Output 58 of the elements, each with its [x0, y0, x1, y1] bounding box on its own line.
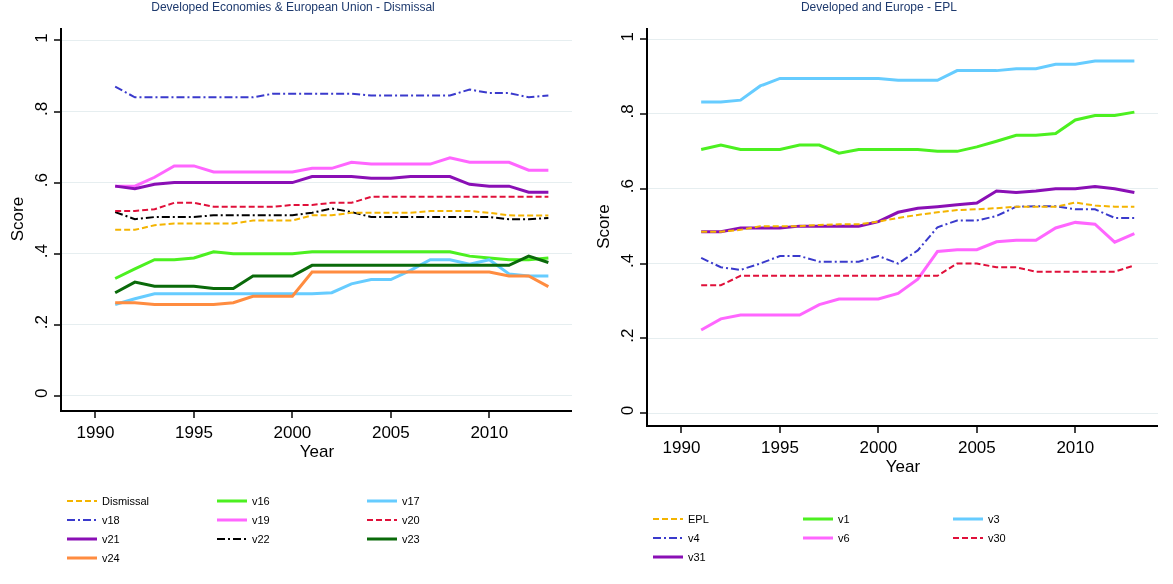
legend-label: v4: [688, 532, 700, 545]
legend-label: Dismissal: [102, 495, 150, 508]
line-series: [699, 220, 1136, 332]
x-tick-label: 2005: [371, 423, 410, 443]
x-axis-title: Year: [299, 442, 335, 462]
line-series: [113, 254, 550, 295]
line-series: [114, 210, 550, 231]
x-tick-label: 1990: [662, 438, 701, 458]
line-series: [114, 207, 550, 221]
y-tick-label: .4: [618, 253, 638, 269]
line-series: [700, 205, 1136, 271]
line-series: [699, 110, 1136, 155]
x-axis-title: Year: [885, 457, 921, 477]
x-tick-label: 1990: [76, 423, 115, 443]
legend-label: v23: [402, 533, 420, 546]
line-series: [699, 59, 1136, 104]
y-tick-label: 1: [618, 31, 638, 42]
y-tick-label: .6: [618, 179, 638, 194]
line-series: [113, 175, 550, 194]
line-series: [700, 201, 1136, 233]
y-tick-label: 0: [32, 388, 52, 398]
legend-label: v6: [838, 532, 850, 545]
legend-label: EPL: [688, 513, 709, 526]
y-axis-title: Score: [594, 204, 614, 249]
legend-label: v18: [102, 514, 120, 527]
legend-label: v30: [988, 532, 1006, 545]
y-tick-label: .6: [32, 172, 52, 188]
legend-label: v19: [252, 514, 270, 527]
line-series: [113, 250, 550, 281]
legend-label: v20: [402, 514, 420, 527]
legend-label: v16: [252, 495, 270, 508]
legend-label: v1: [838, 513, 850, 526]
legend-label: v3: [988, 513, 1000, 526]
legend-label: v21: [102, 533, 120, 546]
line-series: [114, 85, 550, 99]
y-tick-label: 0: [618, 405, 638, 416]
y-tick-label: .4: [32, 244, 52, 259]
line-series: [114, 195, 550, 212]
line-series: [113, 270, 550, 306]
x-tick-label: 2010: [470, 423, 509, 443]
x-tick-label: 1995: [175, 423, 213, 443]
legend-label: v31: [688, 551, 706, 564]
y-tick-label: .8: [32, 101, 52, 117]
x-tick-label: 2010: [1056, 438, 1095, 458]
chart-title: Developed Economies & European Union - Dismissal: [151, 0, 435, 15]
x-tick-label: 2000: [273, 423, 312, 443]
x-tick-label: 2000: [859, 438, 898, 458]
y-tick-label: .2: [618, 328, 638, 343]
x-tick-label: 1995: [761, 438, 799, 458]
y-tick-label: .8: [618, 104, 638, 119]
legend-label: v17: [402, 495, 420, 508]
y-axis-title: Score: [8, 196, 28, 242]
y-tick-label: 1: [32, 33, 52, 43]
legend-label: v22: [252, 533, 270, 546]
x-tick-label: 2005: [957, 438, 996, 458]
y-tick-label: .2: [32, 315, 52, 330]
chart-title: Developed and Europe - EPL: [800, 0, 958, 15]
legend-label: v24: [102, 552, 120, 565]
